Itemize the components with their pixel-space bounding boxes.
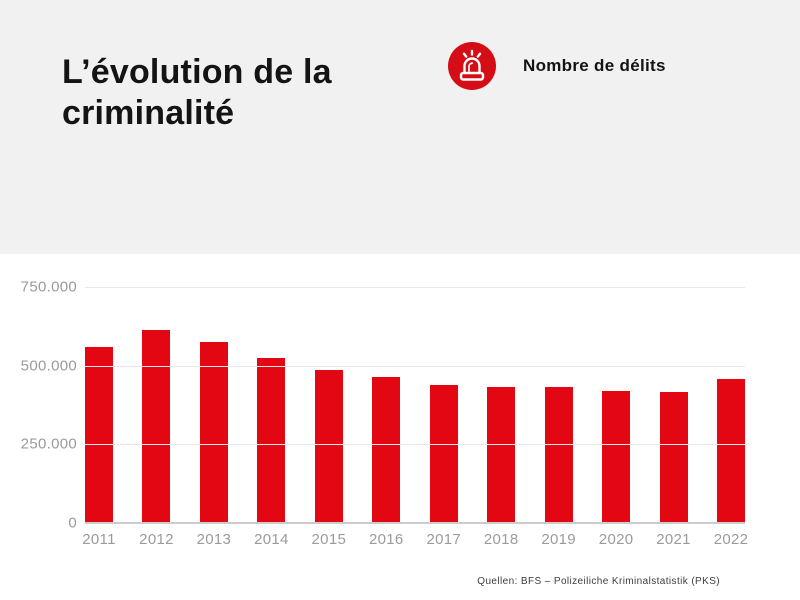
bar-column-2012 bbox=[142, 329, 171, 523]
bar-2018 bbox=[487, 386, 516, 523]
bar-column-2018 bbox=[487, 386, 516, 523]
y-tick-label: 750.000 bbox=[20, 278, 77, 296]
bar-2015 bbox=[314, 369, 343, 523]
bar-column-2013 bbox=[199, 341, 228, 523]
x-tick-label-2020: 2020 bbox=[598, 531, 634, 548]
bar-column-2014 bbox=[257, 357, 286, 523]
bar-2021 bbox=[659, 392, 688, 523]
header-panel: L’évolution de la criminalité Nombre de … bbox=[0, 0, 800, 254]
source-note: Quellen: BFS – Polizeiliche Kriminalstat… bbox=[477, 576, 720, 587]
bar-2014 bbox=[257, 357, 286, 523]
x-tick-label-2021: 2021 bbox=[656, 531, 691, 548]
legend-label: Nombre de délits bbox=[523, 56, 666, 75]
bar-column-2015 bbox=[314, 369, 343, 523]
bar-chart bbox=[85, 287, 745, 524]
bar-column-2022 bbox=[716, 379, 745, 523]
bar-2012 bbox=[142, 329, 171, 523]
legend: Nombre de délits bbox=[448, 42, 666, 90]
bar-2016 bbox=[372, 376, 401, 523]
bar-column-2011 bbox=[85, 346, 113, 523]
gridline-250.000 bbox=[85, 444, 745, 446]
bar-column-2016 bbox=[372, 376, 401, 523]
x-tick-label-2014: 2014 bbox=[254, 531, 289, 548]
x-tick-label-2022: 2022 bbox=[713, 531, 749, 548]
x-tick-label-2015: 2015 bbox=[311, 531, 347, 548]
y-tick-label: 0 bbox=[68, 514, 77, 532]
bar-2013 bbox=[199, 341, 228, 523]
bar-2022 bbox=[716, 379, 745, 523]
x-tick-label-2012: 2012 bbox=[139, 531, 174, 548]
x-tick-label-2016: 2016 bbox=[368, 531, 404, 548]
bars-group bbox=[85, 287, 745, 523]
bar-column-2019 bbox=[544, 387, 573, 523]
y-tick-label: 500.000 bbox=[20, 357, 77, 375]
bar-2017 bbox=[429, 385, 458, 523]
y-tick-label: 250.000 bbox=[20, 435, 77, 453]
x-tick-label-2018: 2018 bbox=[483, 531, 519, 548]
x-tick-label-2013: 2013 bbox=[196, 531, 232, 548]
bar-2020 bbox=[602, 390, 631, 523]
bar-column-2020 bbox=[602, 390, 631, 523]
page-title: L’évolution de la criminalité bbox=[62, 53, 332, 132]
gridline-0 bbox=[85, 522, 745, 524]
bar-2011 bbox=[85, 346, 113, 523]
gridline-750.000 bbox=[85, 287, 745, 288]
siren-icon bbox=[448, 42, 496, 90]
bar-2019 bbox=[544, 387, 573, 523]
bar-column-2017 bbox=[429, 385, 458, 523]
x-tick-label-2017: 2017 bbox=[426, 531, 462, 548]
x-tick-label-2019: 2019 bbox=[541, 531, 576, 548]
gridline-500.000 bbox=[85, 365, 745, 367]
x-axis: 2011 2012 2013 2014 2015 2016 2017 2018 2019 2020… bbox=[82, 531, 749, 548]
x-tick-label-2011: 2011 bbox=[82, 531, 116, 548]
bar-column-2021 bbox=[659, 392, 688, 523]
